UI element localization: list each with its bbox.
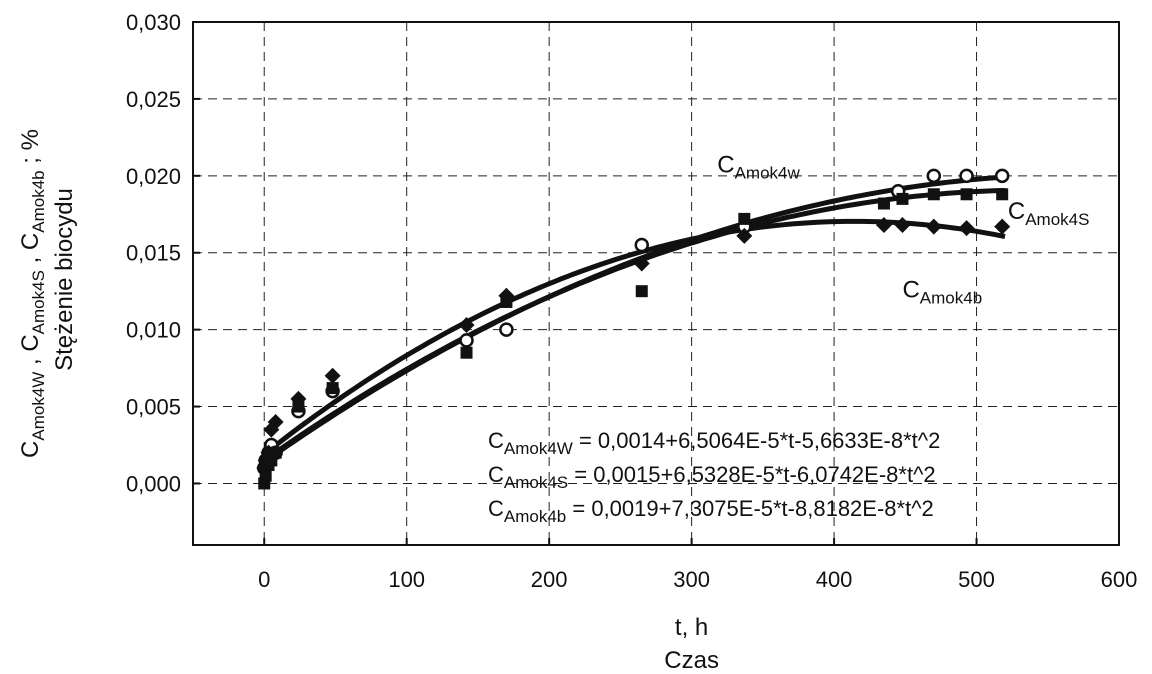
point-C_Amok4W bbox=[459, 333, 474, 348]
y-tick-label: 0,005 bbox=[126, 395, 181, 420]
equation-Amok4S: CAmok4S = 0,0015+6,5328E-5*t-6,0742E-8*t… bbox=[488, 462, 936, 492]
x-tick-label: 300 bbox=[673, 567, 710, 592]
point-C_Amok4W bbox=[499, 322, 514, 337]
x-tick-label: 600 bbox=[1101, 567, 1138, 592]
point-C_Amok4W bbox=[994, 168, 1010, 184]
point-C_Amok4b bbox=[635, 285, 648, 298]
point-C_Amok4S bbox=[958, 220, 975, 237]
tick-labels: 0 100 200 300 400 500 600 0,000 0,005 0,010 0,015 0… bbox=[126, 10, 1137, 592]
point-C_Amok4b bbox=[460, 346, 473, 359]
point-C_Amok4S bbox=[267, 413, 284, 430]
point-C_Amok4S bbox=[458, 317, 475, 334]
point-C_Amok4S bbox=[633, 255, 650, 272]
point-C_Amok4W bbox=[634, 237, 650, 253]
equation-Amok4b: CAmok4b = 0,0019+7,3075E-5*t-8,8182E-8*t… bbox=[488, 496, 934, 526]
point-C_Amok4W bbox=[959, 168, 974, 184]
y-tick-label: 0,015 bbox=[126, 241, 181, 266]
point-C_Amok4b bbox=[896, 192, 909, 205]
x-tick-label: 400 bbox=[816, 567, 853, 592]
point-C_Amok4S bbox=[994, 218, 1011, 235]
fit-equations: CAmok4W = 0,0014+6,5064E-5*t-5,6633E-8*t… bbox=[488, 428, 940, 526]
point-C_Amok4b bbox=[877, 197, 890, 210]
x-tick-label: 0 bbox=[258, 567, 270, 592]
y-tick-label: 0,020 bbox=[126, 164, 181, 189]
point-C_Amok4b bbox=[500, 295, 513, 308]
fit-curve-C_Amok4S bbox=[262, 188, 1006, 463]
x-tick-label: 200 bbox=[531, 567, 568, 592]
x-axis-label: t, h bbox=[675, 614, 708, 641]
fit-curves bbox=[262, 174, 1006, 464]
point-C_Amok4S bbox=[736, 227, 753, 244]
grid bbox=[193, 22, 1119, 545]
point-C_Amok4b bbox=[269, 446, 282, 459]
equation-Amok4W: CAmok4W = 0,0014+6,5064E-5*t-5,6633E-8*t… bbox=[488, 428, 940, 458]
point-C_Amok4b bbox=[326, 382, 339, 395]
point-C_Amok4S bbox=[875, 217, 892, 234]
x-tick-label: 500 bbox=[958, 567, 995, 592]
data-points bbox=[256, 168, 1011, 490]
point-C_Amok4b bbox=[259, 469, 272, 482]
point-C_Amok4b bbox=[996, 188, 1009, 201]
x-tick-label: 100 bbox=[388, 567, 425, 592]
plot-frame bbox=[192, 21, 1120, 546]
y-tick-label: 0,000 bbox=[126, 471, 181, 496]
y-axis-label: CAmok4W , CAmok4S , CAmok4b ; % bbox=[17, 129, 48, 458]
point-C_Amok4W bbox=[926, 168, 942, 184]
fit-curve-C_Amok4b bbox=[262, 218, 1006, 457]
point-C_Amok4S bbox=[324, 367, 341, 384]
point-C_Amok4b bbox=[927, 188, 940, 201]
y-axis-label-secondary: Stężenie biocydu bbox=[51, 188, 78, 371]
x-axis-label-secondary: Czas bbox=[664, 647, 719, 674]
curve-label-Amok4w: CAmok4w bbox=[717, 152, 800, 183]
curve-labels: CAmok4w CAmok4S CAmok4b bbox=[717, 152, 1089, 308]
curve-label-Amok4b: CAmok4b bbox=[902, 276, 982, 307]
point-C_Amok4S bbox=[894, 217, 911, 234]
point-C_Amok4b bbox=[738, 212, 751, 225]
axis-titles: t, h Czas CAmok4W , CAmok4S , CAmok4b ; %S… bbox=[17, 129, 719, 674]
fit-curve-C_Amok4W bbox=[262, 174, 1006, 464]
point-C_Amok4S bbox=[925, 218, 942, 235]
point-C_Amok4b bbox=[292, 400, 305, 413]
curve-label-Amok4S: CAmok4S bbox=[1008, 198, 1090, 229]
y-tick-label: 0,025 bbox=[126, 87, 181, 112]
y-tick-label: 0,030 bbox=[126, 10, 181, 35]
point-C_Amok4b bbox=[960, 188, 973, 201]
y-tick-label: 0,010 bbox=[126, 318, 181, 343]
